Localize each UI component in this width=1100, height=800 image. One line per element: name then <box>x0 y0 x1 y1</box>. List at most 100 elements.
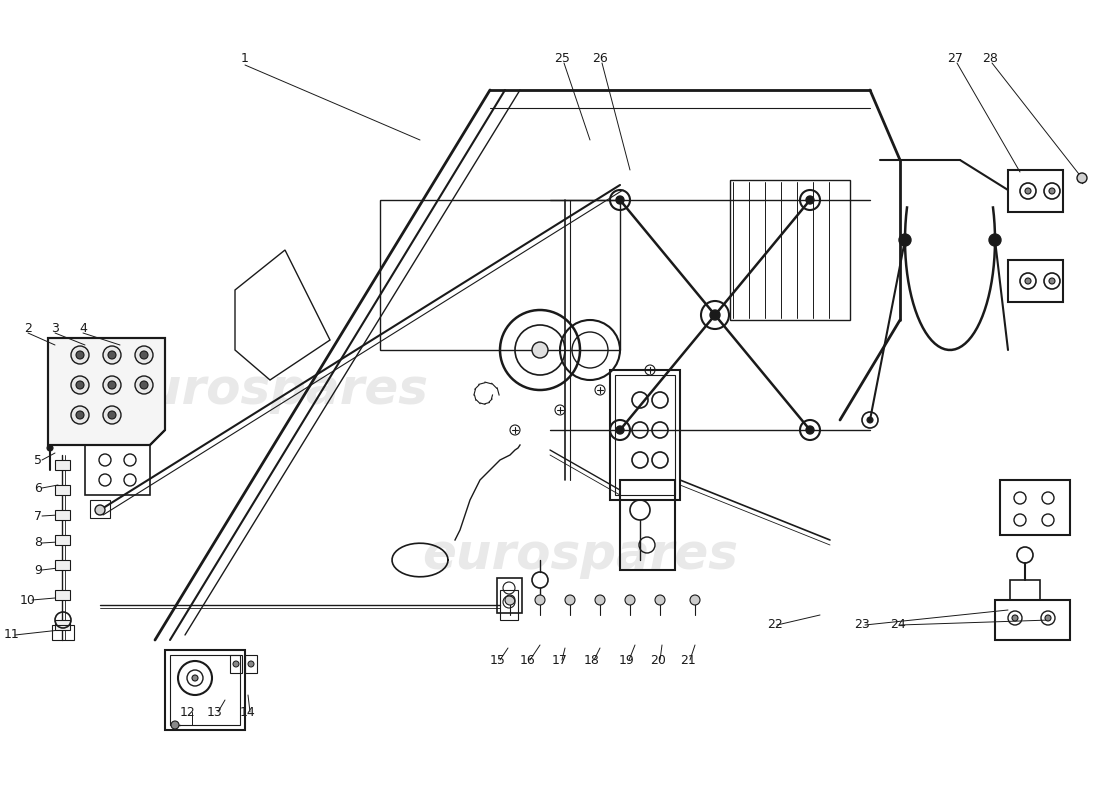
Circle shape <box>76 381 84 389</box>
Text: 11: 11 <box>4 629 20 642</box>
Circle shape <box>170 721 179 729</box>
Bar <box>55 620 70 630</box>
Circle shape <box>595 595 605 605</box>
Circle shape <box>505 595 515 605</box>
Bar <box>1010 580 1040 600</box>
Text: 8: 8 <box>34 537 42 550</box>
Circle shape <box>233 661 239 667</box>
Circle shape <box>1077 173 1087 183</box>
Text: 17: 17 <box>552 654 568 666</box>
Circle shape <box>535 595 544 605</box>
Bar <box>730 180 850 320</box>
Circle shape <box>1049 278 1055 284</box>
Circle shape <box>95 505 104 515</box>
Text: 28: 28 <box>982 51 998 65</box>
Text: 27: 27 <box>947 51 962 65</box>
Circle shape <box>76 351 84 359</box>
Circle shape <box>1045 615 1050 621</box>
Circle shape <box>76 411 84 419</box>
Circle shape <box>135 346 153 364</box>
Text: 6: 6 <box>34 482 42 494</box>
Bar <box>90 500 110 518</box>
Text: 26: 26 <box>592 51 608 65</box>
Text: 5: 5 <box>34 454 42 466</box>
Text: 1: 1 <box>241 51 249 65</box>
Circle shape <box>140 351 148 359</box>
Circle shape <box>108 411 115 419</box>
Bar <box>55 560 70 570</box>
Bar <box>615 375 675 495</box>
Text: 18: 18 <box>584 654 600 666</box>
Circle shape <box>989 234 1001 246</box>
Text: 20: 20 <box>650 654 666 666</box>
Circle shape <box>710 310 720 320</box>
Text: eurospares: eurospares <box>112 366 428 414</box>
Polygon shape <box>48 338 165 445</box>
Bar <box>1008 260 1063 302</box>
Text: 19: 19 <box>619 654 635 666</box>
Circle shape <box>806 426 814 434</box>
Bar <box>620 480 675 570</box>
Circle shape <box>1025 278 1031 284</box>
Bar <box>230 655 242 673</box>
Bar <box>996 600 1070 640</box>
Circle shape <box>806 196 814 204</box>
Bar <box>85 445 150 495</box>
Circle shape <box>625 595 635 605</box>
Circle shape <box>140 381 148 389</box>
Circle shape <box>72 346 89 364</box>
Circle shape <box>532 342 548 358</box>
Circle shape <box>616 196 624 204</box>
Text: 16: 16 <box>520 654 536 666</box>
Text: 22: 22 <box>767 618 783 631</box>
Circle shape <box>103 346 121 364</box>
Bar <box>379 200 620 350</box>
Bar <box>497 578 522 613</box>
Text: 24: 24 <box>890 618 906 631</box>
Bar <box>1000 480 1070 535</box>
Text: 21: 21 <box>680 654 696 666</box>
Circle shape <box>690 595 700 605</box>
Text: 25: 25 <box>554 51 570 65</box>
Circle shape <box>867 417 873 423</box>
Bar <box>52 625 74 640</box>
Text: 12: 12 <box>180 706 196 718</box>
Circle shape <box>1049 188 1055 194</box>
Circle shape <box>103 376 121 394</box>
Circle shape <box>654 595 666 605</box>
Circle shape <box>899 234 911 246</box>
Text: 10: 10 <box>20 594 36 606</box>
Circle shape <box>72 406 89 424</box>
Bar <box>500 590 518 620</box>
Bar <box>55 510 70 520</box>
Text: 4: 4 <box>79 322 87 334</box>
Circle shape <box>616 426 624 434</box>
Text: 23: 23 <box>854 618 870 631</box>
Circle shape <box>103 406 121 424</box>
Text: 3: 3 <box>51 322 59 334</box>
Bar <box>165 650 245 730</box>
Circle shape <box>135 376 153 394</box>
Text: eurospares: eurospares <box>422 531 738 579</box>
Bar <box>1008 170 1063 212</box>
Bar <box>170 655 240 725</box>
Circle shape <box>72 376 89 394</box>
Circle shape <box>47 445 53 451</box>
Text: 15: 15 <box>491 654 506 666</box>
Text: 14: 14 <box>240 706 256 718</box>
Bar <box>610 370 680 500</box>
Bar <box>55 460 70 470</box>
Circle shape <box>1025 188 1031 194</box>
Circle shape <box>248 661 254 667</box>
Bar <box>55 485 70 495</box>
Text: 7: 7 <box>34 510 42 522</box>
Bar <box>55 590 70 600</box>
Circle shape <box>565 595 575 605</box>
Circle shape <box>192 675 198 681</box>
Bar <box>55 535 70 545</box>
Circle shape <box>108 381 115 389</box>
Circle shape <box>1012 615 1018 621</box>
Text: 9: 9 <box>34 563 42 577</box>
Bar <box>245 655 257 673</box>
Text: 2: 2 <box>24 322 32 334</box>
